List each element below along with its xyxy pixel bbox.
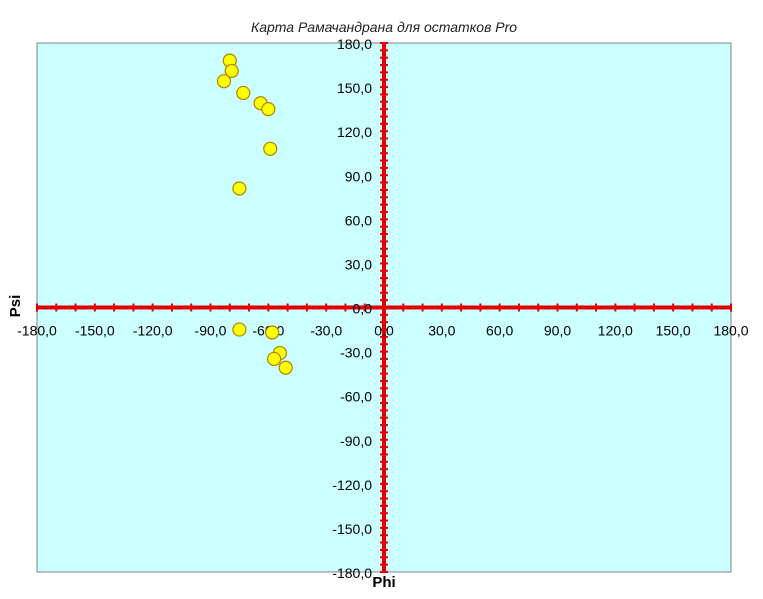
y-tick-label: 30,0 [345, 256, 372, 272]
data-point [216, 74, 232, 89]
y-tick-label: -180,0 [332, 565, 372, 581]
data-point [261, 102, 276, 117]
data-point [263, 141, 278, 156]
x-tick-label: -150,0 [75, 323, 115, 339]
y-tick-label: -150,0 [332, 521, 372, 537]
y-tick-label: -90,0 [340, 433, 372, 449]
x-tick-label: 30,0 [428, 323, 455, 339]
data-point [236, 85, 251, 101]
x-tick-label: 0,0 [374, 323, 394, 339]
x-tick-label: 90,0 [544, 323, 571, 339]
data-point [267, 351, 282, 367]
x-tick-label: -180,0 [17, 323, 57, 339]
x-tick-label: -90,0 [195, 323, 227, 339]
y-tick-label: -30,0 [340, 345, 372, 361]
y-tick-label: 150,0 [337, 80, 372, 96]
data-point [278, 360, 293, 375]
y-tick-label: -60,0 [340, 389, 372, 405]
y-tick-label: 60,0 [345, 212, 372, 228]
y-tick-label: 0,0 [353, 301, 373, 317]
data-point [224, 63, 239, 79]
y-axis-label: Psi [7, 295, 24, 318]
x-axis-label: Phi [372, 574, 395, 591]
data-point [265, 325, 280, 340]
x-tick-label: 120,0 [598, 323, 633, 339]
x-tick-label: 60,0 [486, 323, 513, 339]
chart-title: Карта Рамачандрана для остатков Pro [251, 19, 517, 35]
y-tick-label: 90,0 [345, 168, 372, 184]
x-tick-label: 180,0 [713, 323, 748, 339]
y-tick-labels: -180,0 -150,0 -120,0 -90,0 -60,0 -30,0 0,0 30,0… [332, 36, 372, 581]
y-tick-label: 120,0 [337, 124, 372, 140]
data-point [232, 181, 247, 196]
x-tick-label: -30,0 [310, 323, 342, 339]
data-point [232, 322, 247, 337]
x-tick-label: 150,0 [656, 323, 691, 339]
y-tick-label: -120,0 [332, 477, 372, 493]
x-tick-label: -120,0 [133, 323, 173, 339]
data-points [216, 53, 293, 375]
y-tick-label: 180,0 [337, 36, 372, 52]
